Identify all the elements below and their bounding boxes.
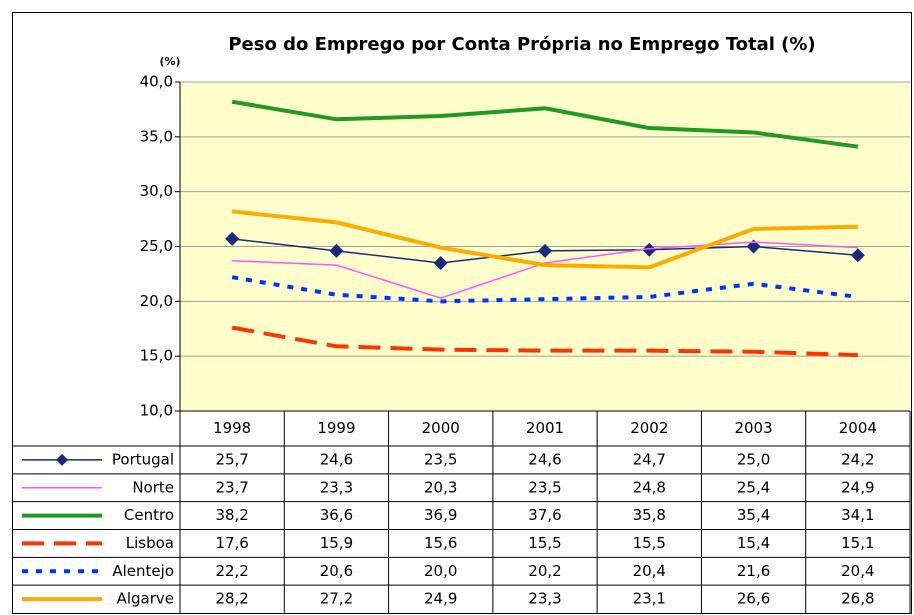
table-value: 20,6: [320, 562, 353, 580]
legend-marker: [56, 453, 68, 466]
table-value: 25,0: [737, 450, 770, 468]
point-marker: [850, 248, 865, 263]
series-line: [231, 325, 858, 358]
table-value: 15,5: [528, 534, 561, 552]
x-tick-label: 1998: [213, 419, 251, 437]
table-value: 27,2: [320, 590, 353, 608]
y-tick-label: 35,0: [140, 127, 173, 145]
x-tick-label: 2002: [630, 419, 668, 437]
legend-label: Centro: [124, 506, 174, 524]
table-value: 15,5: [633, 534, 666, 552]
x-tick-label: 2000: [422, 419, 460, 437]
table-value: 36,9: [424, 506, 457, 524]
legend-label: Alentejo: [112, 562, 174, 580]
table-value: 35,4: [737, 506, 770, 524]
table-value: 15,1: [841, 534, 874, 552]
y-tick-label: 30,0: [140, 182, 173, 200]
x-tick-label: 2001: [526, 419, 564, 437]
table-value: 26,6: [737, 590, 770, 608]
table-value: 36,6: [320, 506, 353, 524]
x-tick-label: 2003: [734, 419, 772, 437]
table-value: 22,2: [215, 562, 248, 580]
table-value: 20,0: [424, 562, 457, 580]
legend-label: Norte: [132, 478, 174, 496]
x-tick-label: 1999: [317, 419, 355, 437]
table-value: 26,8: [841, 590, 874, 608]
table-value: 15,9: [320, 534, 353, 552]
point-marker: [538, 243, 552, 258]
point-marker: [329, 243, 344, 258]
table-value: 23,3: [320, 478, 353, 496]
table-value: 24,8: [633, 478, 666, 496]
table-value: 20,4: [841, 562, 874, 580]
table-value: 17,6: [215, 534, 248, 552]
chart-title: Peso do Emprego por Conta Própria no Emp…: [228, 34, 815, 55]
table-value: 20,2: [528, 562, 561, 580]
table-value: 24,7: [633, 450, 666, 468]
table-value: 15,4: [737, 534, 770, 552]
series-line: [232, 241, 858, 299]
table-value: 15,6: [424, 534, 457, 552]
table-value: 25,7: [215, 450, 248, 468]
y-tick-label: 40,0: [140, 73, 173, 91]
table-value: 23,1: [633, 590, 666, 608]
series-line: [231, 209, 858, 270]
table-value: 23,5: [424, 450, 457, 468]
table-value: 21,6: [737, 562, 770, 580]
table-value: 34,1: [841, 506, 874, 524]
table-value: 37,6: [528, 506, 561, 524]
table-value: 24,6: [528, 450, 561, 468]
y-tick-label: 10,0: [140, 402, 173, 420]
table-value: 24,9: [424, 590, 457, 608]
y-tick-label: 20,0: [140, 292, 173, 310]
table-value: 35,8: [633, 506, 666, 524]
y-axis-label: (%): [159, 55, 180, 68]
series-line: [231, 275, 859, 304]
table-value: 20,3: [424, 478, 457, 496]
table-value: 23,5: [528, 478, 561, 496]
legend-label: Lisboa: [126, 534, 174, 552]
legend-label: Algarve: [117, 590, 174, 608]
table-value: 28,2: [215, 590, 248, 608]
table-value: 23,3: [528, 590, 561, 608]
table-value: 38,2: [215, 506, 248, 524]
y-tick-label: 25,0: [140, 237, 173, 255]
table-value: 24,9: [841, 478, 874, 496]
point-marker: [433, 255, 448, 270]
table-value: 20,4: [633, 562, 666, 580]
x-tick-label: 2004: [839, 419, 877, 437]
y-tick-label: 15,0: [140, 347, 173, 365]
series-line: [231, 99, 859, 149]
point-marker: [225, 231, 240, 246]
table-value: 24,2: [841, 450, 874, 468]
table-value: 24,6: [320, 450, 353, 468]
point-marker: [642, 242, 657, 257]
table-value: 23,7: [215, 478, 248, 496]
table-value: 25,4: [737, 478, 770, 496]
legend-label: Portugal: [112, 450, 174, 468]
